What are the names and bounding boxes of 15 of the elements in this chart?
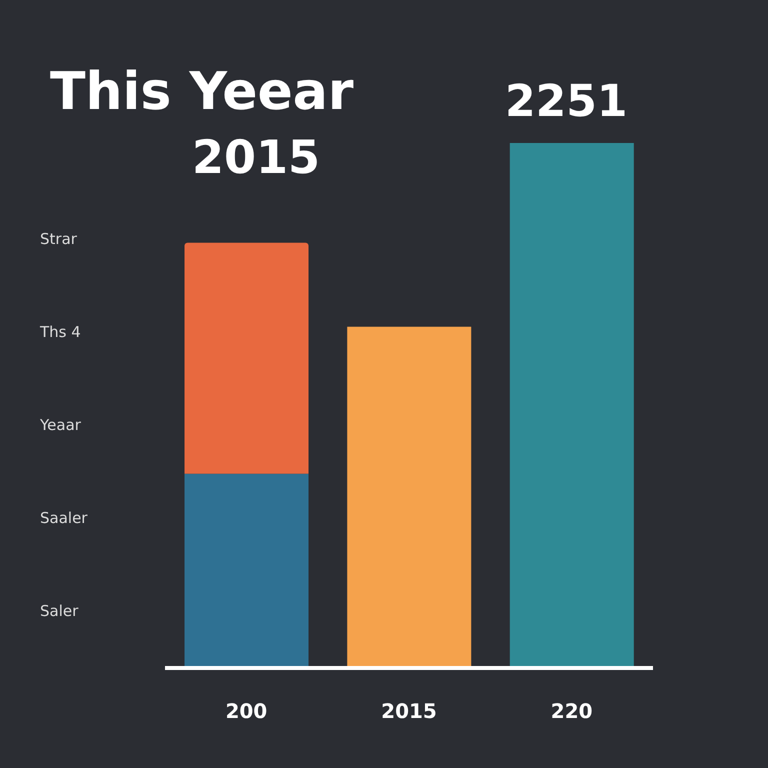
bar xyxy=(184,242,309,474)
text: Saaler xyxy=(40,509,88,527)
bar xyxy=(347,326,472,668)
text: Saler xyxy=(40,602,80,620)
bar xyxy=(184,474,309,668)
text: Ths 4 xyxy=(40,323,82,341)
text: 2251 xyxy=(505,76,628,127)
chart-subtitle: 2015 xyxy=(192,130,320,184)
x-tick-label: 220 xyxy=(550,699,593,724)
bar xyxy=(510,143,634,668)
x-tick-label: 200 xyxy=(225,699,268,724)
text: Yeaar xyxy=(40,416,82,434)
chart-title: This Yeear xyxy=(50,62,354,122)
text: Strar xyxy=(40,230,78,248)
x-tick-label: 2015 xyxy=(381,699,437,724)
